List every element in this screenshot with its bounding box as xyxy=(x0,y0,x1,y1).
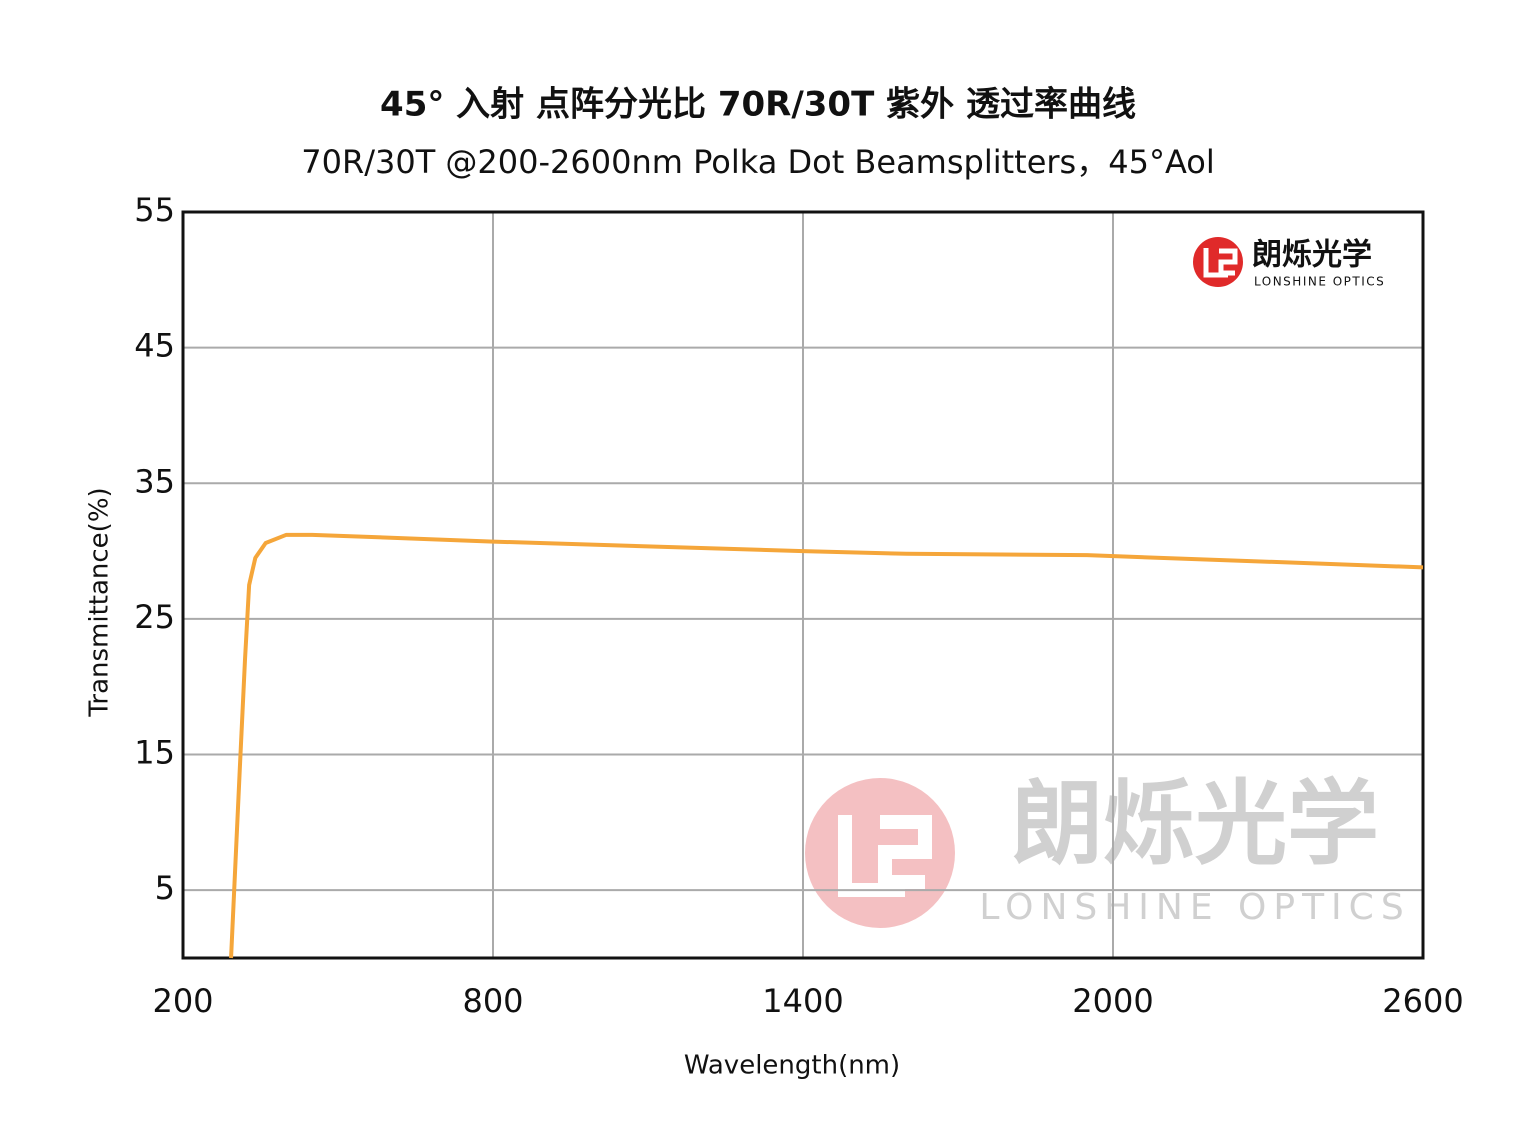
y-tick-label: 35 xyxy=(134,462,175,500)
y-tick-label: 55 xyxy=(134,191,175,229)
logo-name: 朗烁光学 xyxy=(1252,238,1372,273)
watermark: 朗烁光学 LONSHINE OPTICS xyxy=(805,770,1410,928)
x-tick-label: 1400 xyxy=(762,982,843,1020)
x-tick-label: 200 xyxy=(152,982,213,1020)
x-axis-label: Wavelength(nm) xyxy=(684,1051,900,1081)
y-tick-label: 25 xyxy=(134,598,175,636)
logo-subtitle: LONSHINE OPTICS xyxy=(1254,275,1385,289)
x-tick-label: 2600 xyxy=(1382,982,1463,1020)
y-tick-label: 5 xyxy=(155,869,175,907)
chart-title: 45° 入射 点阵分光比 70R/30T 紫外 透过率曲线 xyxy=(380,85,1136,125)
watermark-subtitle: LONSHINE OPTICS xyxy=(979,887,1410,928)
y-tick-label: 45 xyxy=(134,327,175,365)
logo-icon-mark xyxy=(1203,248,1238,278)
x-tick-label: 2000 xyxy=(1072,982,1153,1020)
y-tick-label: 15 xyxy=(134,734,175,772)
y-axis-label: Transmittance(%) xyxy=(85,487,115,717)
plot-frame xyxy=(181,210,1425,960)
logo: 朗烁光学 LONSHINE OPTICS xyxy=(1193,237,1385,289)
watermark-name: 朗烁光学 xyxy=(1011,770,1379,877)
series-line xyxy=(229,532,1424,959)
chart-subtitle: 70R/30T @200-2600nm Polka Dot Beamsplitt… xyxy=(301,143,1215,181)
x-tick-label: 800 xyxy=(462,982,523,1020)
